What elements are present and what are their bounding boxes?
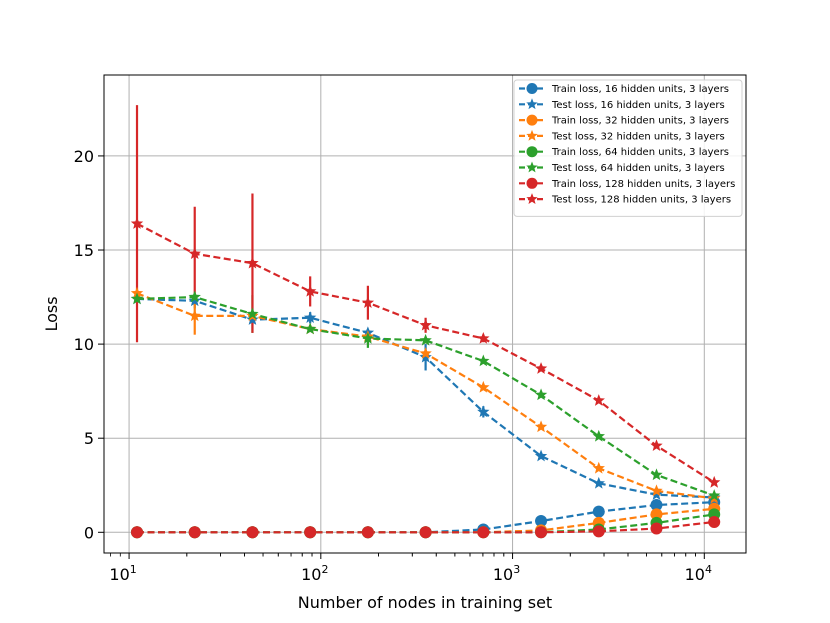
legend-marker [526, 193, 538, 204]
series-lines [136, 222, 715, 534]
data-point [650, 522, 663, 535]
legend-marker [526, 114, 538, 126]
x-tick-label: 102 [301, 563, 328, 584]
data-point [534, 388, 548, 401]
legend-label: Train loss, 64 hidden units, 3 layers [551, 147, 729, 158]
data-point [188, 294, 201, 307]
data-point [592, 429, 605, 442]
legend-label: Test loss, 32 hidden units, 3 layers [551, 131, 725, 142]
data-point [246, 307, 259, 320]
legend-marker [526, 146, 538, 158]
x-axis-ticks: 101 102 103 104 [109, 553, 712, 584]
plot-frame [103, 74, 747, 554]
y-axis-ticks: 0 5 10 15 20 [74, 147, 104, 542]
data-point [361, 331, 375, 344]
data-point [419, 347, 432, 359]
legend-marker [526, 98, 538, 110]
x-tick-label: 103 [493, 563, 520, 584]
y-tick-label: 15 [74, 241, 94, 260]
data-point [708, 489, 721, 501]
data-point [419, 526, 432, 539]
data-point [477, 380, 490, 393]
data-point [535, 515, 548, 528]
data-point [303, 322, 317, 335]
data-point [650, 484, 663, 497]
data-point [477, 354, 490, 367]
data-point [361, 526, 374, 539]
data-point [188, 526, 201, 539]
data-point [188, 309, 201, 322]
data-point [534, 362, 548, 374]
legend-marker [526, 129, 538, 141]
data-point [477, 405, 490, 418]
data-point [419, 350, 432, 363]
markers [130, 217, 721, 539]
data-point [304, 526, 317, 539]
y-tick-label: 20 [74, 147, 94, 166]
errorbars [135, 105, 485, 418]
data-point [246, 313, 259, 325]
legend-marker [526, 177, 538, 189]
legend-box [513, 79, 743, 217]
data-point [650, 468, 663, 481]
legend-label: Train loss, 32 hidden units, 3 layers [551, 116, 729, 127]
data-point [131, 526, 144, 539]
data-point [592, 525, 605, 538]
data-point [303, 311, 317, 324]
legend: Train loss, 16 hidden units, 3 layers Tes… [513, 79, 743, 217]
legend-label: Test loss, 16 hidden units, 3 layers [551, 100, 725, 111]
data-point [535, 526, 548, 539]
data-point [592, 394, 605, 406]
data-point [534, 449, 548, 462]
data-point [477, 331, 490, 344]
data-point [419, 318, 432, 331]
data-point [650, 508, 663, 521]
data-point [650, 488, 663, 500]
data-point [708, 475, 721, 488]
x-axis-label: Number of nodes in training set [298, 593, 552, 612]
y-tick-label: 10 [74, 335, 94, 354]
data-point [188, 247, 201, 260]
legend-label: Test loss, 128 hidden units, 3 layers [551, 195, 731, 206]
data-point [534, 420, 548, 433]
legend-label: Train loss, 128 hidden units, 3 layers [551, 179, 735, 190]
data-point [650, 439, 663, 451]
data-point [130, 292, 144, 305]
legend-label: Train loss, 16 hidden units, 3 layers [551, 84, 729, 95]
y-axis-label: Loss [42, 296, 61, 331]
data-point [592, 461, 605, 474]
data-point [130, 217, 144, 229]
data-point [361, 296, 375, 308]
data-point [188, 290, 201, 303]
legend-marker [526, 83, 538, 94]
data-point [419, 333, 432, 346]
series-line [136, 295, 715, 497]
legend-label: Test loss, 64 hidden units, 3 layers [551, 163, 725, 174]
x-tick-label: 104 [685, 563, 712, 584]
data-point [708, 515, 721, 528]
data-point [303, 284, 317, 297]
data-point [246, 526, 259, 539]
data-point [477, 526, 490, 539]
y-tick-label: 5 [84, 429, 94, 448]
legend-marker [526, 161, 538, 173]
data-point [592, 505, 605, 518]
x-tick-label: 101 [109, 563, 136, 584]
data-point [650, 499, 663, 512]
data-point [592, 476, 605, 489]
y-tick-label: 0 [84, 523, 94, 542]
data-point [246, 256, 259, 269]
